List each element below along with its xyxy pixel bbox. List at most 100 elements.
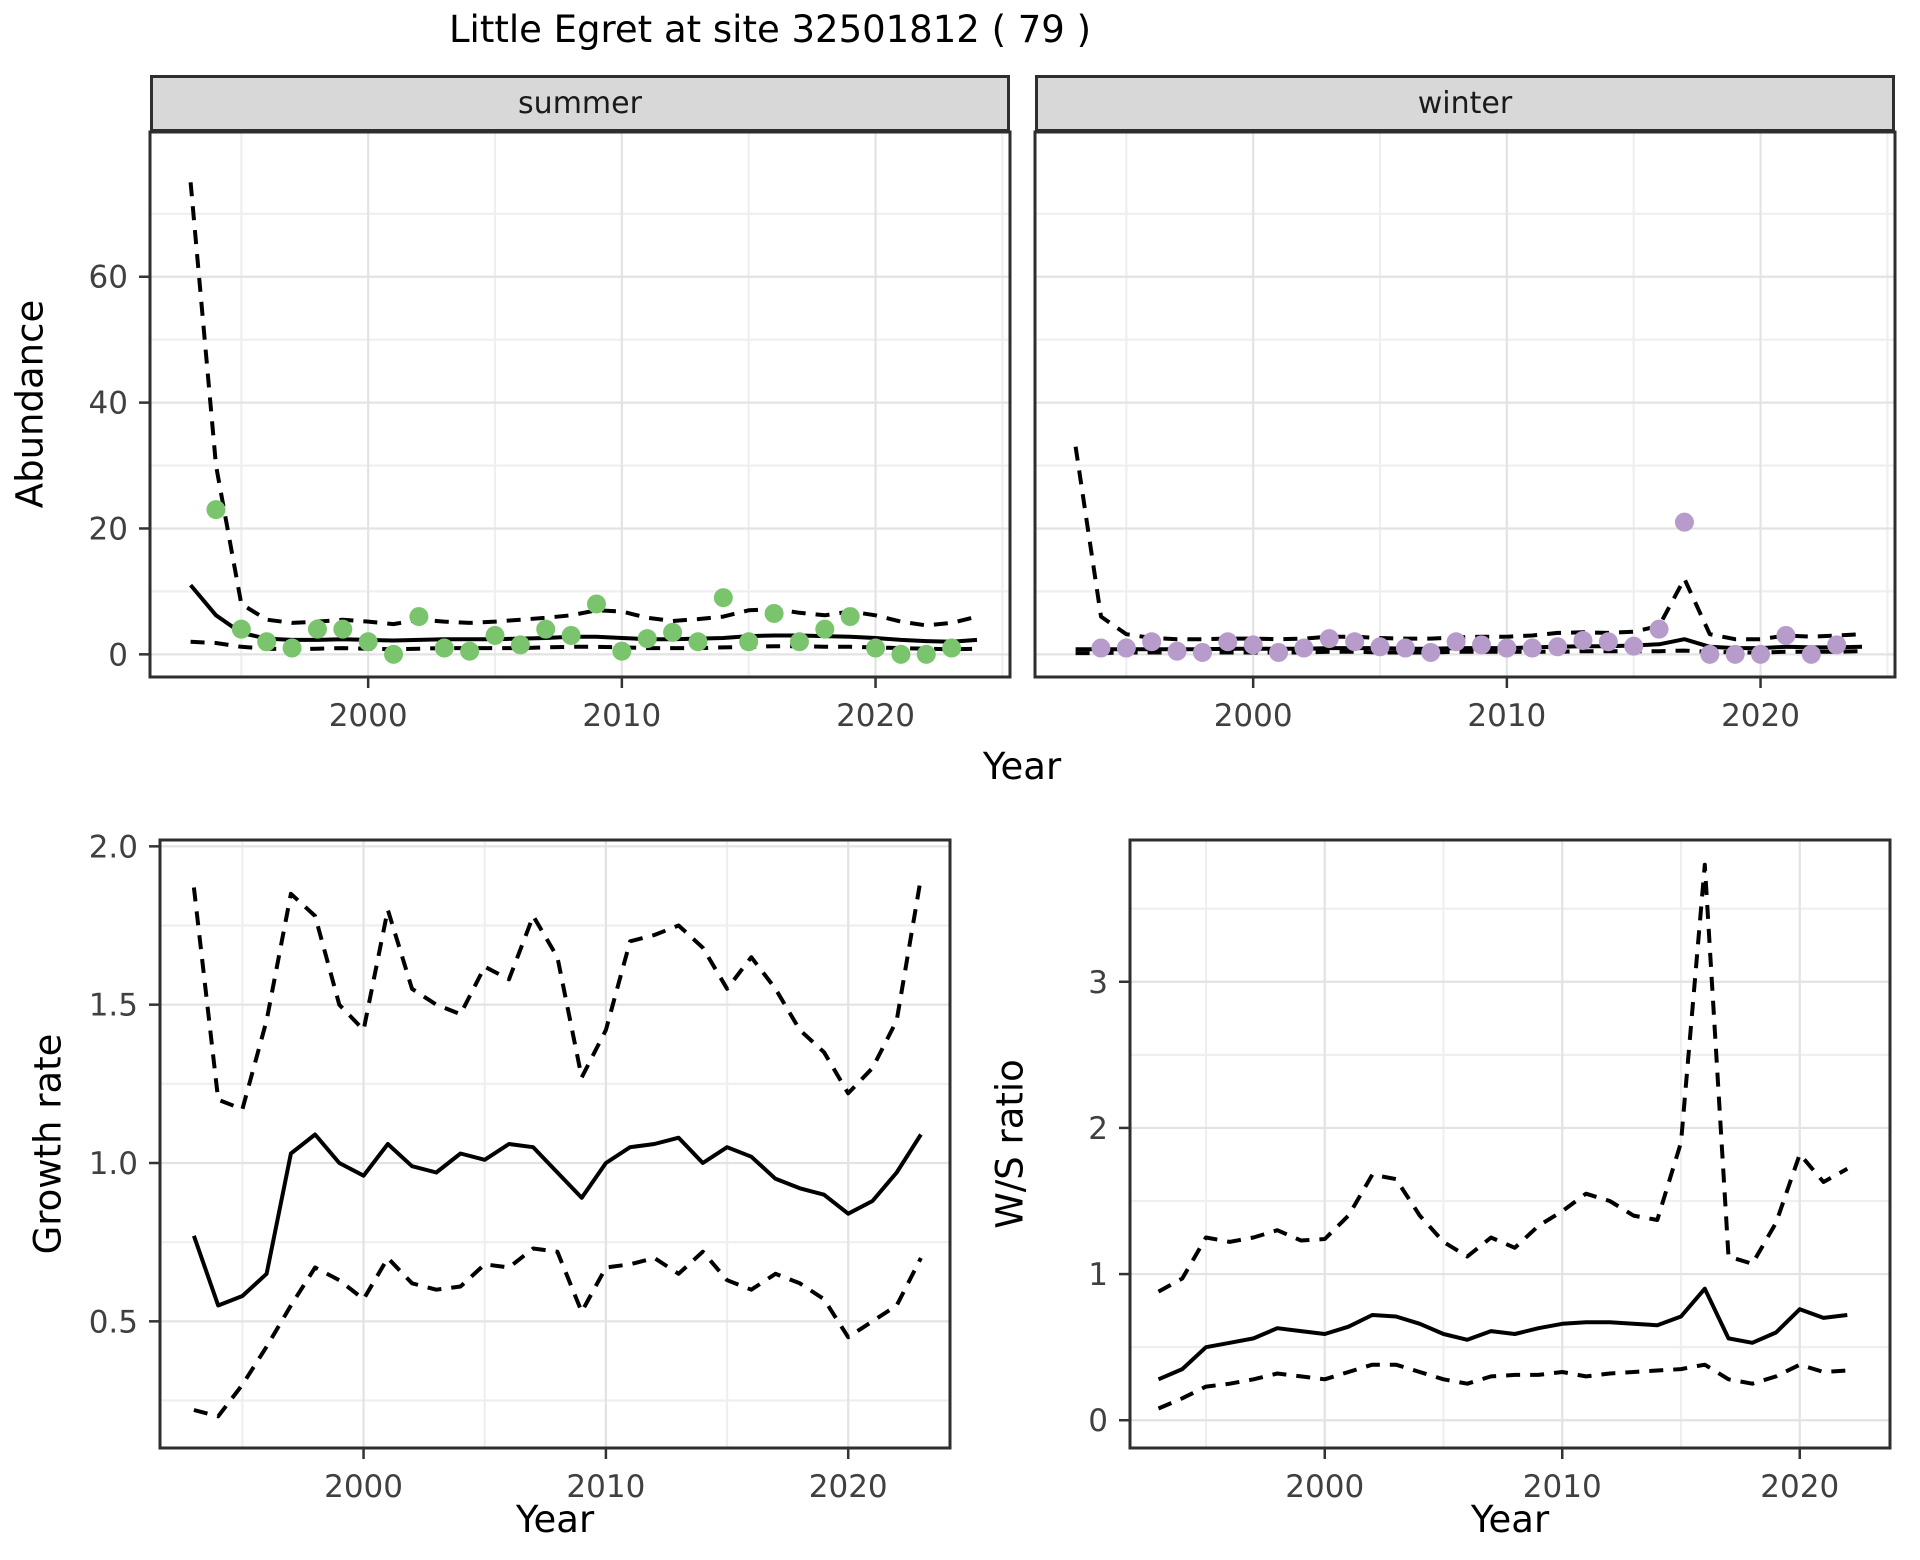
- panel-border: [148, 130, 1012, 679]
- x-tick-label: 2010: [566, 1469, 645, 1505]
- data-point: [1674, 512, 1694, 532]
- data-point: [789, 632, 809, 652]
- data-point: [1421, 642, 1441, 662]
- x-tick-label: 2020: [1760, 1469, 1839, 1505]
- y-tick-label: 40: [89, 386, 128, 422]
- panel-border: [1033, 130, 1897, 679]
- data-point: [206, 500, 226, 520]
- x-tick-label: 2020: [836, 698, 915, 734]
- data-point: [1522, 638, 1542, 658]
- panel-border: [158, 838, 952, 1450]
- data-point: [1471, 635, 1491, 655]
- data-point: [1116, 638, 1136, 658]
- data-point: [1319, 629, 1339, 649]
- data-point: [1395, 638, 1415, 658]
- y-tick-label: 1.0: [89, 1146, 138, 1182]
- y-tick-label: 0: [108, 637, 128, 673]
- data-point: [358, 632, 378, 652]
- data-point: [1573, 630, 1593, 650]
- data-point: [840, 607, 860, 627]
- panel-border: [1128, 838, 1892, 1450]
- data-point: [1827, 635, 1847, 655]
- growth-rate-y-axis-title: Growth rate: [26, 1033, 70, 1255]
- data-point: [1218, 632, 1238, 652]
- data-point: [1370, 637, 1390, 657]
- data-point: [485, 625, 505, 645]
- data-point: [1269, 642, 1289, 662]
- facet-strip-summer: summer: [150, 75, 1010, 132]
- abundance-y-axis-title: Abundance: [8, 299, 52, 509]
- data-point: [891, 644, 911, 664]
- x-tick-label: 2010: [1467, 698, 1546, 734]
- x-tick-label: 2000: [324, 1469, 403, 1505]
- data-point: [1548, 637, 1568, 657]
- x-tick-label: 2020: [809, 1469, 888, 1505]
- data-point: [561, 625, 581, 645]
- facet-strip-summer-label: summer: [518, 86, 642, 121]
- data-point: [1091, 638, 1111, 658]
- data-point: [916, 644, 936, 664]
- abundance-x-axis-title: Year: [982, 745, 1062, 788]
- y-tick-label: 0: [1088, 1403, 1108, 1439]
- data-point: [460, 641, 480, 661]
- data-point: [1294, 638, 1314, 658]
- data-point: [713, 588, 733, 608]
- y-tick-label: 2: [1088, 1111, 1108, 1147]
- data-point: [409, 607, 429, 627]
- ws-ratio-x-axis-title: Year: [1470, 1498, 1550, 1541]
- median-line: [189, 583, 978, 644]
- data-point: [586, 594, 606, 614]
- data-point: [637, 629, 657, 649]
- x-tick-label: 2000: [1214, 698, 1293, 734]
- data-point: [866, 638, 886, 658]
- median-line: [192, 1132, 923, 1308]
- upper_ci-line: [1073, 446, 1863, 642]
- data-point: [1776, 625, 1796, 645]
- x-tick-label: 2000: [1285, 1469, 1364, 1505]
- x-tick-label: 2000: [329, 698, 408, 734]
- data-point: [307, 619, 327, 639]
- data-point: [1243, 635, 1263, 655]
- data-point: [1751, 644, 1771, 664]
- data-point: [1598, 632, 1618, 652]
- y-tick-label: 0.5: [89, 1304, 138, 1340]
- data-point: [510, 635, 530, 655]
- data-point: [1624, 636, 1644, 656]
- lower_ci-line: [193, 1246, 923, 1419]
- upper_ci-line: [188, 182, 978, 628]
- upper_ci-line: [1157, 862, 1849, 1294]
- y-tick-label: 20: [89, 511, 128, 547]
- data-point: [384, 644, 404, 664]
- y-tick-label: 3: [1088, 965, 1108, 1001]
- chart-title: Little Egret at site 32501812 ( 79 ): [448, 8, 1092, 51]
- growth-rate-x-axis-title: Year: [515, 1498, 595, 1541]
- data-point: [282, 638, 302, 658]
- data-point: [1649, 619, 1669, 639]
- data-point: [257, 632, 277, 652]
- data-point: [1700, 644, 1720, 664]
- data-point: [764, 603, 784, 623]
- data-point: [434, 638, 454, 658]
- data-point: [815, 619, 835, 639]
- data-point: [231, 619, 251, 639]
- lower_ci-line: [1157, 1362, 1848, 1411]
- y-tick-label: 60: [89, 260, 128, 296]
- data-point: [1497, 638, 1517, 658]
- ws-ratio-y-axis-title: W/S ratio: [988, 1059, 1032, 1229]
- data-point: [1801, 644, 1821, 664]
- y-tick-label: 1.5: [89, 988, 138, 1024]
- y-tick-label: 2.0: [89, 829, 138, 865]
- x-tick-label: 2010: [582, 698, 661, 734]
- data-point: [1446, 632, 1466, 652]
- data-point: [942, 638, 962, 658]
- facet-strip-winter: winter: [1035, 75, 1895, 132]
- data-point: [1142, 632, 1162, 652]
- facet-strip-winter-label: winter: [1417, 86, 1513, 121]
- lower_ci-line: [190, 639, 978, 652]
- median-line: [1157, 1286, 1848, 1382]
- data-point: [663, 622, 683, 642]
- upper_ci-line: [191, 877, 923, 1112]
- x-tick-label: 2020: [1721, 698, 1800, 734]
